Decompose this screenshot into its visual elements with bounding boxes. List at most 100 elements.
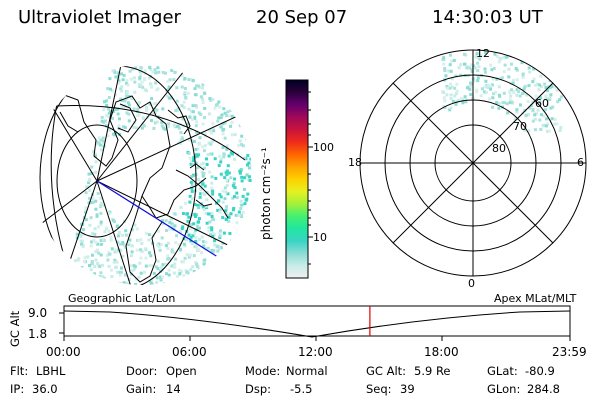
emission-pixel [533, 117, 537, 121]
emission-pixel [450, 85, 454, 89]
aurora-emission-polar [440, 51, 563, 133]
emission-pixel [144, 256, 148, 260]
emission-pixel [179, 205, 183, 209]
polar-grid [359, 49, 587, 277]
emission-pixel [161, 263, 165, 267]
emission-pixel [171, 224, 175, 228]
emission-pixel [159, 243, 163, 247]
emission-pixel [227, 171, 231, 175]
emission-pixel [186, 122, 190, 126]
emission-pixel [442, 62, 446, 66]
info-door-value: Open [166, 364, 197, 378]
emission-pixel [108, 77, 112, 81]
emission-pixel [189, 159, 193, 163]
emission-pixel [130, 250, 134, 254]
mlat-label-70: 70 [513, 120, 527, 133]
emission-pixel [225, 114, 229, 118]
emission-pixel [145, 108, 148, 112]
emission-pixel [90, 260, 94, 264]
emission-pixel [192, 270, 196, 273]
emission-pixel [218, 154, 222, 158]
emission-pixel [506, 111, 510, 115]
emission-pixel [189, 78, 193, 82]
emission-pixel [235, 221, 239, 225]
emission-pixel [224, 171, 228, 175]
emission-pixel [179, 131, 183, 135]
emission-pixel [136, 108, 140, 111]
emission-pixel [445, 86, 449, 90]
emission-pixel [552, 85, 556, 89]
emission-pixel [133, 267, 137, 271]
emission-pixel [555, 122, 559, 126]
emission-pixel [210, 228, 214, 232]
emission-pixel [501, 56, 505, 60]
emission-pixel [523, 85, 527, 89]
emission-pixel [237, 214, 241, 217]
emission-pixel [109, 268, 113, 272]
emission-pixel [104, 99, 108, 103]
emission-pixel [188, 156, 192, 160]
emission-pixel [475, 52, 479, 56]
emission-pixel [172, 251, 176, 254]
emission-pixel [183, 256, 187, 260]
emission-pixel [80, 242, 84, 246]
emission-pixel [108, 128, 112, 132]
emission-pixel [492, 92, 496, 96]
emission-pixel [195, 120, 198, 124]
emission-pixel [532, 67, 536, 71]
emission-pixel [203, 258, 207, 262]
emission-pixel [147, 233, 151, 237]
emission-pixel [233, 133, 237, 137]
info-ip-value: 36.0 [32, 382, 58, 396]
emission-pixel [139, 74, 143, 77]
emission-pixel [124, 233, 128, 237]
emission-pixel [185, 238, 188, 242]
emission-pixel [449, 82, 452, 86]
info-gcalt-value: 5.9 Re [414, 364, 451, 378]
emission-pixel [107, 229, 111, 233]
info-gain-label: Gain: [126, 382, 157, 396]
emission-pixel [116, 234, 120, 238]
emission-pixel [117, 79, 121, 83]
emission-pixel [131, 268, 135, 272]
emission-pixel [208, 170, 212, 174]
emission-pixel [98, 196, 102, 200]
emission-pixel [495, 54, 499, 58]
emission-pixel [530, 104, 533, 108]
emission-pixel [190, 175, 194, 178]
emission-pixel [131, 67, 135, 71]
emission-pixel [452, 59, 456, 62]
emission-pixel [197, 248, 201, 252]
emission-pixel [213, 239, 217, 243]
emission-pixel [213, 157, 217, 161]
emission-pixel [102, 203, 106, 207]
info-dsp-label: Dsp: [245, 382, 272, 396]
emission-pixel [185, 253, 189, 256]
info-door-label: Door: [126, 364, 158, 378]
emission-pixel [445, 85, 449, 89]
emission-pixel [523, 109, 527, 112]
emission-pixel [204, 211, 208, 215]
emission-pixel [186, 91, 190, 95]
emission-pixel [150, 97, 154, 101]
emission-pixel [197, 220, 201, 224]
emission-pixel [493, 52, 497, 56]
emission-pixel [193, 212, 197, 216]
apex-panel-label: Apex MLat/MLT [494, 292, 577, 305]
emission-pixel [173, 262, 177, 266]
emission-pixel [215, 102, 219, 106]
timeline-y-tick-1-8: 1.8 [28, 327, 48, 341]
emission-pixel [241, 194, 245, 198]
emission-pixel [461, 98, 465, 102]
emission-pixel [217, 116, 221, 120]
emission-pixel [132, 125, 136, 129]
emission-pixel [189, 253, 192, 257]
emission-pixel [168, 227, 172, 231]
emission-pixel [124, 229, 128, 233]
emission-pixel [497, 93, 501, 97]
emission-pixel [243, 176, 247, 180]
emission-pixel [84, 218, 88, 222]
info-glat-label: GLat: [487, 364, 518, 378]
emission-pixel [121, 241, 125, 244]
emission-pixel [170, 96, 174, 100]
